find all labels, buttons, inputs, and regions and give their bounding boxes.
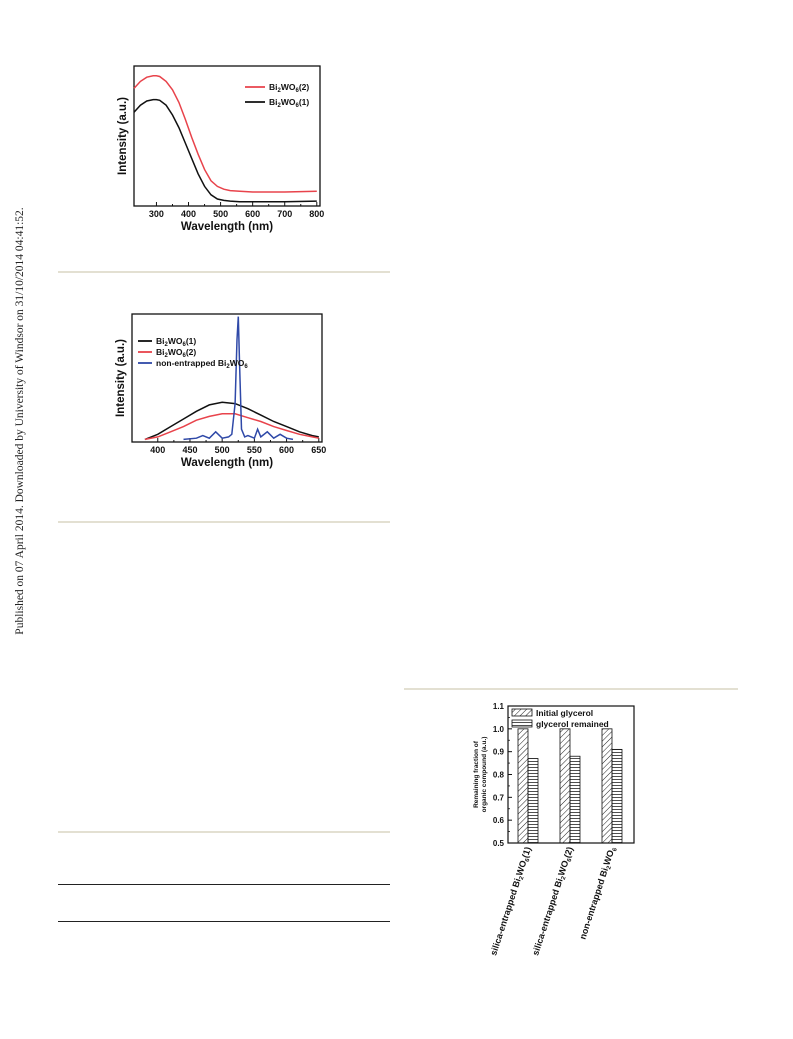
y-tick-label: 0.9 [493, 748, 505, 757]
legend-swatch [511, 708, 533, 717]
plot-frame [131, 313, 323, 443]
x-tick-label: 400 [150, 445, 165, 455]
uv-vis-absorbance-chart: 300 400 500 600 700 800 Wavelength (nm) Intensi… [117, 65, 324, 233]
glycerol-remaining-bar-chart: 0.5 0.6 0.7 0.8 0.9 1.0 1.1 Remaining fraction … [473, 702, 635, 957]
legend-label: Bi2​WO6​(2) [156, 347, 196, 359]
legend-label: Initial glycerol [536, 708, 593, 718]
table-header-rule [58, 884, 390, 885]
x-tick-label: 800 [309, 209, 324, 219]
legend-label: glycerol remained [536, 719, 609, 729]
x-tick-label: 600 [279, 445, 294, 455]
y-axis-label: Remaining fraction oforganic compound (a… [473, 737, 488, 813]
legend-label: non-entrapped Bi2​WO6​ [156, 358, 248, 370]
x-tick-label: 450 [182, 445, 197, 455]
bar [611, 748, 623, 844]
series-line [133, 75, 317, 193]
x-tick-label: 500 [215, 445, 230, 455]
bar [601, 728, 613, 844]
y-tick-label: 0.7 [493, 793, 505, 802]
y-tick-label: 0.6 [493, 816, 505, 825]
x-tick-label: 550 [247, 445, 262, 455]
x-category-label: non-entrapped Bi2​WO6​ [578, 845, 619, 941]
legend-label: Bi2​WO6​(1) [156, 336, 196, 348]
y-axis-label: Intensity (a.u.) [115, 339, 127, 417]
y-tick-label: 0.8 [493, 771, 505, 780]
y-axis-label: Intensity (a.u.) [117, 97, 129, 175]
table-bottom-rule [58, 921, 390, 922]
x-tick-label: 600 [245, 209, 260, 219]
x-category-label: silica-entrapped Bi2​WO6​(2) [530, 846, 577, 958]
x-tick-label: 650 [311, 445, 326, 455]
table-top-rule [58, 831, 390, 833]
x-axis-label: Wavelength (nm) [181, 221, 273, 233]
photoluminescence-chart: 400 450 500 550 600 650 Wavelength (nm) Intensi… [115, 313, 326, 469]
y-tick-label: 0.5 [493, 839, 505, 848]
series-line [133, 98, 317, 203]
legend-label: Bi2​WO6​(1) [269, 97, 309, 109]
publication-note: Published on 07 April 2014. Downloaded b… [14, 207, 26, 635]
bar [527, 758, 539, 844]
y-tick-label: 1.0 [493, 725, 505, 734]
y-tick-label: 1.1 [493, 702, 505, 711]
x-axis-label: Wavelength (nm) [181, 457, 273, 469]
section-divider [58, 271, 390, 273]
bar [517, 728, 529, 844]
legend-swatch [511, 719, 533, 728]
x-tick-label: 500 [213, 209, 228, 219]
series-line [144, 413, 319, 441]
bar [569, 755, 581, 844]
bar [559, 728, 571, 844]
x-tick-label: 700 [277, 209, 292, 219]
series-line [183, 316, 294, 441]
legend-label: Bi2​WO6​(2) [269, 82, 309, 94]
x-tick-label: 400 [181, 209, 196, 219]
section-divider [58, 521, 390, 523]
x-category-label: silica-entrapped Bi2​WO6​(1) [488, 846, 535, 958]
section-divider [404, 688, 738, 690]
plot-frame [133, 65, 321, 207]
x-tick-label: 300 [149, 209, 164, 219]
